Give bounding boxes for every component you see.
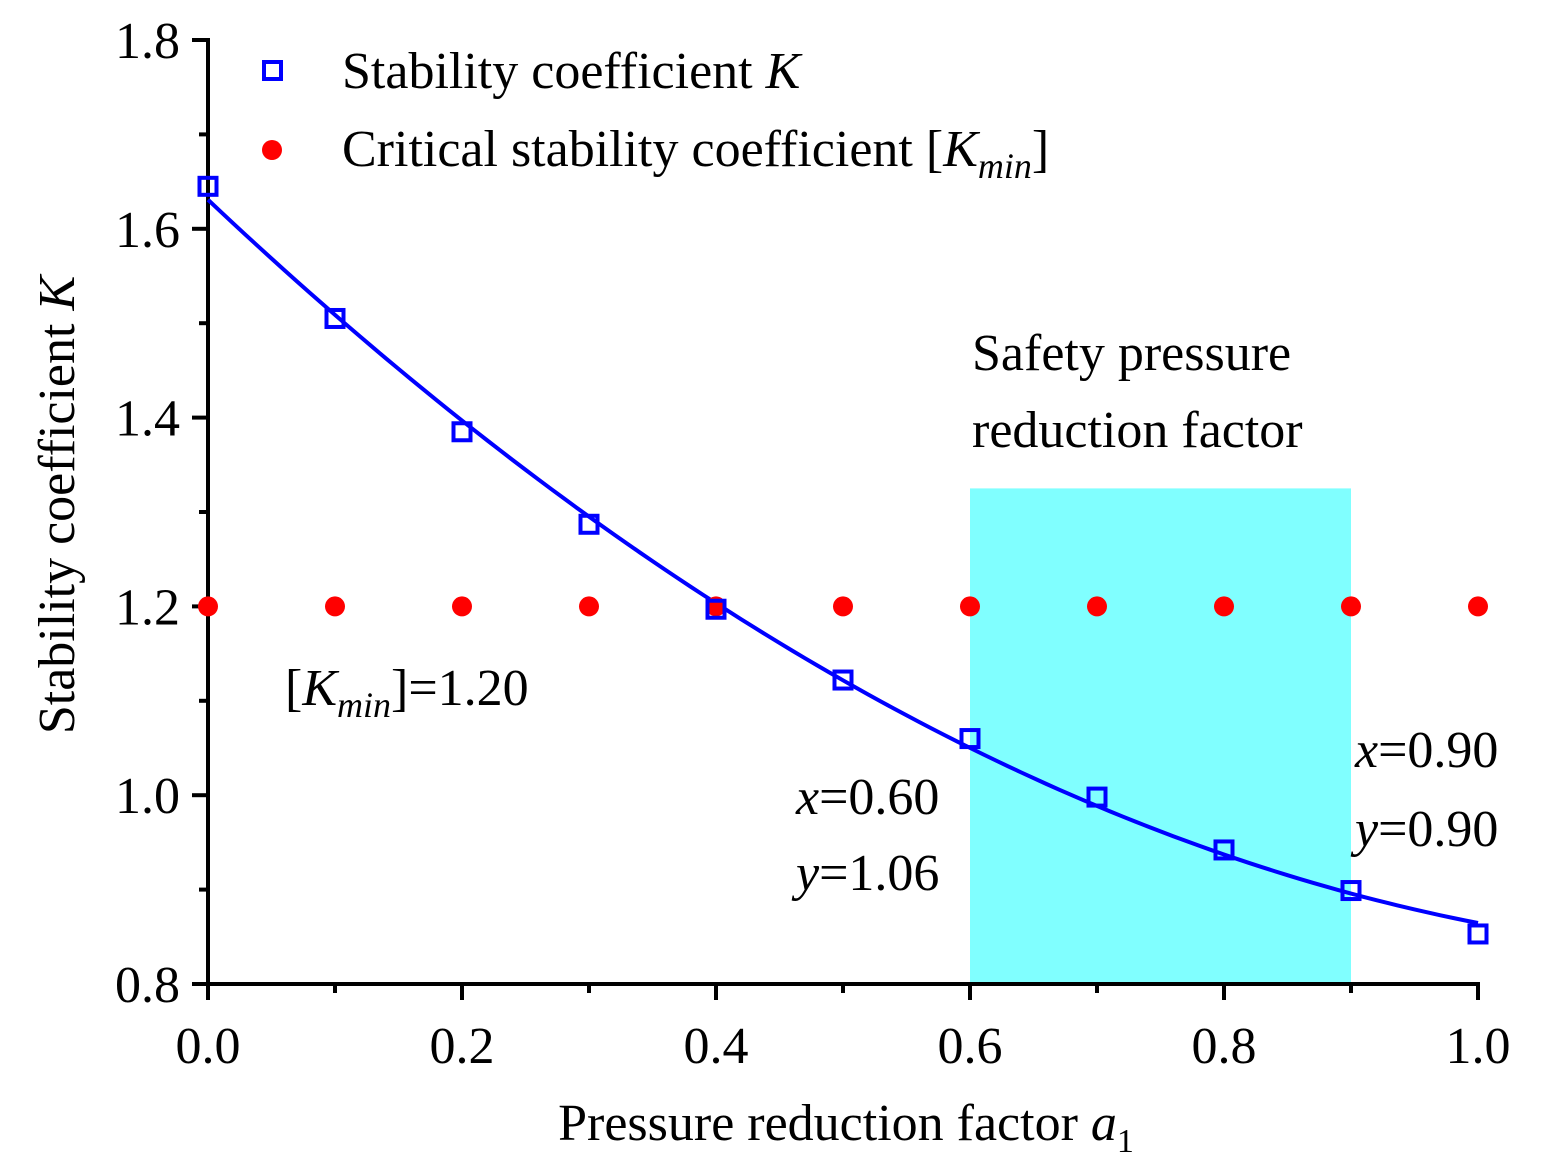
left-point-y-annotation: y=1.06 — [791, 845, 939, 902]
kmin-anno-sub: min — [337, 685, 391, 725]
right-y-value: =0.90 — [1378, 801, 1498, 858]
stability-point — [578, 513, 600, 535]
left-y-var: y — [791, 845, 820, 902]
kmin-anno-prefix: [ — [285, 660, 302, 717]
y-tick-label: 1.0 — [115, 768, 180, 825]
legend-marker-stability — [262, 60, 283, 81]
kmin-annotation: [Kmin]=1.20 — [285, 660, 529, 725]
x-tick-label: 0.2 — [430, 1018, 495, 1075]
region-label-line2: reduction factor — [972, 402, 1303, 459]
legend-stability-text: Stability coefficient — [342, 43, 766, 100]
critical-point — [325, 596, 345, 617]
critical-point — [1214, 596, 1234, 617]
right-x-value: =0.90 — [1378, 722, 1498, 779]
x-tick-label: 0.0 — [176, 1018, 241, 1075]
left-x-value: =0.60 — [819, 769, 939, 826]
legend-critical-close: ] — [1032, 121, 1049, 178]
y-axis-label-text: Stability coefficient — [29, 323, 86, 734]
kmin-anno-symbol: K — [301, 660, 339, 717]
legend: Stability coefficient K Critical stabili… — [262, 43, 1049, 186]
legend-stability-symbol: K — [765, 43, 803, 100]
right-y-var: y — [1350, 801, 1379, 858]
legend-critical-text: Critical stability coefficient [ — [342, 121, 943, 178]
y-axis-label: Stability coefficient K — [29, 274, 86, 735]
critical-point — [833, 596, 853, 617]
kmin-anno-suffix: ]=1.20 — [391, 660, 529, 717]
legend-marker-critical — [262, 140, 282, 160]
stability-point — [959, 728, 981, 750]
stability-point — [832, 669, 854, 691]
x-tick-label: 1.0 — [1446, 1018, 1511, 1075]
right-point-y-annotation: y=0.90 — [1350, 801, 1498, 858]
legend-critical-sub: min — [978, 146, 1032, 186]
y-tick-label: 1.2 — [115, 579, 180, 636]
critical-point — [579, 596, 599, 617]
left-point-x-annotation: x=0.60 — [795, 769, 939, 826]
y-tick-label: 0.8 — [115, 957, 180, 1014]
legend-critical-symbol: K — [942, 121, 980, 178]
x-axis-label: Pressure reduction factor a1 — [558, 1095, 1134, 1160]
left-y-value: =1.06 — [819, 845, 939, 902]
right-x-var: x — [1354, 722, 1378, 779]
stability-point — [1340, 880, 1362, 902]
stability-point — [451, 421, 473, 443]
y-tick-label: 1.6 — [115, 202, 180, 259]
x-axis-label-text: Pressure reduction factor — [558, 1095, 1078, 1152]
critical-point — [198, 596, 218, 617]
x-axis-label-sub: 1 — [1117, 1123, 1134, 1160]
stability-point — [1086, 786, 1108, 808]
region-label-line1: Safety pressure — [972, 325, 1291, 382]
critical-point — [1087, 596, 1107, 617]
left-x-var: x — [795, 769, 819, 826]
x-tick-label: 0.4 — [684, 1018, 749, 1075]
critical-point — [960, 596, 980, 617]
x-axis-label-symbol: a — [1091, 1095, 1117, 1152]
legend-label-stability: Stability coefficient K — [342, 43, 803, 100]
y-tick-label: 1.4 — [115, 391, 180, 448]
right-point-x-annotation: x=0.90 — [1354, 722, 1498, 779]
stability-point — [197, 175, 219, 197]
critical-point — [1468, 596, 1488, 617]
ticks: 0.0 0.2 0.4 0.6 0.8 1.0 0.8 1.0 1.2 1.4 1.6 1.8 — [115, 13, 1511, 1075]
x-tick-label: 0.6 — [938, 1018, 1003, 1075]
y-axis-label-symbol: K — [29, 274, 86, 312]
stability-point — [705, 598, 727, 620]
legend-label-critical: Critical stability coefficient [Kmin] — [342, 121, 1049, 186]
series-stability-k — [197, 175, 1489, 945]
stability-point — [1467, 923, 1489, 945]
safety-region — [970, 488, 1351, 984]
stability-point — [324, 307, 346, 329]
x-tick-label: 0.8 — [1192, 1018, 1257, 1075]
critical-point — [1341, 596, 1361, 617]
fitted-curve-stability — [206, 198, 1479, 925]
critical-point — [452, 596, 472, 617]
stability-point — [1213, 839, 1235, 861]
y-tick-label: 1.8 — [115, 13, 180, 70]
